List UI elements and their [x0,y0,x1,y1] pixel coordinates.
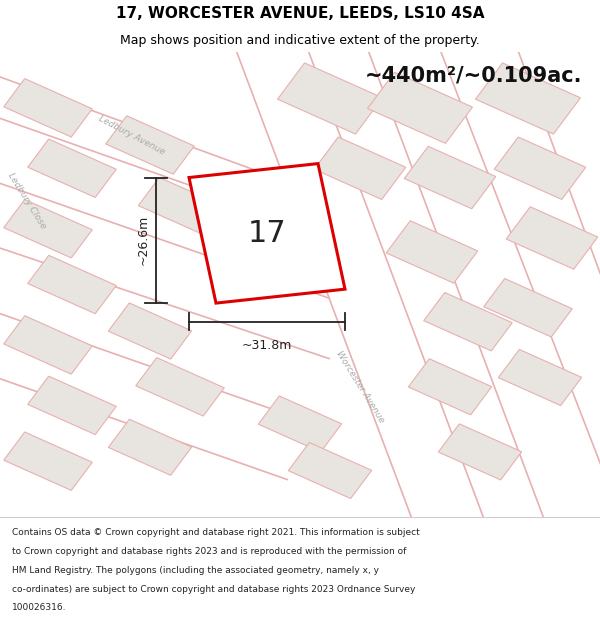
Bar [289,442,371,499]
Text: 17, WORCESTER AVENUE, LEEDS, LS10 4SA: 17, WORCESTER AVENUE, LEEDS, LS10 4SA [116,6,484,21]
Text: 100026316.: 100026316. [12,603,67,612]
Polygon shape [189,164,345,303]
Bar [109,419,191,475]
Bar [386,221,478,283]
Bar [409,359,491,415]
Bar [4,79,92,137]
Bar [476,63,580,134]
Bar [109,303,191,359]
Bar [494,137,586,199]
Bar [424,292,512,351]
Bar [368,72,472,143]
Bar [4,316,92,374]
Bar [484,279,572,337]
Bar [314,137,406,199]
Bar [28,376,116,434]
Text: Ledbury Avenue: Ledbury Avenue [97,114,167,157]
Text: to Crown copyright and database rights 2023 and is reproduced with the permissio: to Crown copyright and database rights 2… [12,547,406,556]
Text: ~26.6m: ~26.6m [137,215,150,266]
Bar [278,63,382,134]
Bar [106,116,194,174]
Text: ~440m²/~0.109ac.: ~440m²/~0.109ac. [365,66,582,86]
Bar [404,146,496,209]
Bar [4,432,92,491]
Bar [28,139,116,198]
Bar [506,207,598,269]
Text: 17: 17 [248,219,286,248]
Text: ~31.8m: ~31.8m [242,339,292,352]
Bar [499,349,581,406]
Text: Worcester Avenue: Worcester Avenue [334,349,386,424]
Text: Contains OS data © Crown copyright and database right 2021. This information is : Contains OS data © Crown copyright and d… [12,528,420,537]
Bar [439,424,521,480]
Text: Ledbury Close: Ledbury Close [6,171,48,231]
Text: HM Land Registry. The polygons (including the associated geometry, namely x, y: HM Land Registry. The polygons (includin… [12,566,379,574]
Bar [139,177,221,234]
Text: Map shows position and indicative extent of the property.: Map shows position and indicative extent… [120,34,480,47]
Bar [136,357,224,416]
Bar [28,255,116,314]
Bar [259,396,341,452]
Text: co-ordinates) are subject to Crown copyright and database rights 2023 Ordnance S: co-ordinates) are subject to Crown copyr… [12,584,415,594]
Bar [4,199,92,258]
